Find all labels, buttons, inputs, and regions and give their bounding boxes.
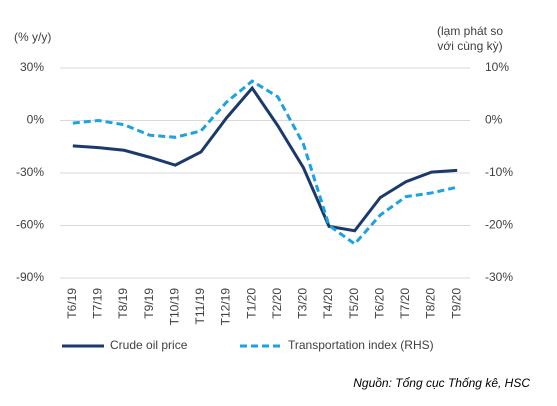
y2-tick-label: -30% [485,270,513,284]
series-line [72,85,458,233]
y-tick-label: -90% [16,270,44,284]
x-tick-label: T7/19 [91,288,105,319]
legend-label: Crude oil price [110,338,188,352]
x-tick-label: T6/19 [65,288,79,319]
legend-label: Transportation index (RHS) [288,338,434,352]
x-tick-label: T5/20 [347,288,361,319]
source-note: Nguồn: Tổng cục Thống kê, HSC [353,376,530,390]
y-tick-label: 0% [27,113,45,127]
x-tick-label: T3/20 [296,288,310,319]
y2-axis-title: với cùng kỳ) [437,39,502,53]
x-tick-label: T8/19 [116,288,130,319]
x-tick-label: T4/20 [321,288,335,319]
y-tick-label: 30% [20,60,44,74]
y2-tick-label: -20% [485,218,513,232]
x-tick-label: T8/20 [424,288,438,319]
x-tick-label: T6/20 [372,288,386,319]
x-tick-label: T10/19 [167,288,181,326]
x-tick-label: T7/20 [398,288,412,319]
y-tick-label: -30% [16,165,44,179]
x-tick-label: T11/19 [193,288,207,325]
y2-tick-label: 10% [485,60,509,74]
x-tick-label: T9/19 [142,288,156,319]
y-tick-label: -60% [16,218,44,232]
y-axis-title: (% y/y) [14,30,51,44]
x-tick-label: T1/20 [244,288,258,319]
x-tick-label: T12/19 [219,288,233,326]
x-tick-label: T2/20 [270,288,284,319]
y2-tick-label: -10% [485,165,513,179]
x-tick-label: T9/20 [449,288,463,319]
y2-axis-title: (lạm phát so [437,24,503,38]
y2-tick-label: 0% [485,113,503,127]
